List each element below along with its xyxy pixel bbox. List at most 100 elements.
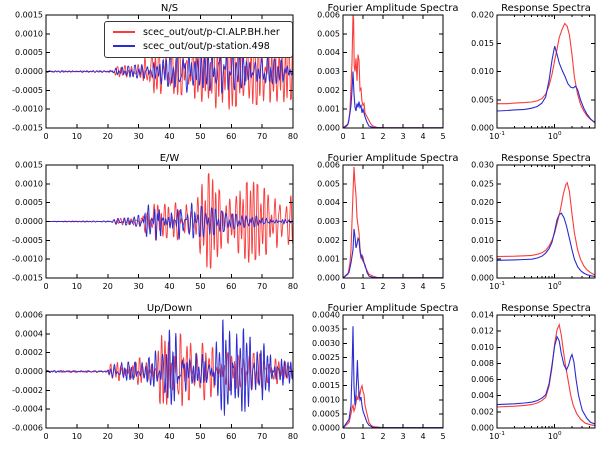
y-tick-label: 0.0015 [312,381,340,390]
y-tick-label: 0.006 [471,375,494,384]
y-tick-label: -0.0010 [12,255,43,264]
x-tick-label: 50 [195,432,205,441]
y-tick-label: -0.0015 [12,274,43,283]
x-tick-label: 4 [420,282,425,291]
x-tick-label: 0 [340,432,345,441]
y-tick-label: 0.000 [471,124,494,133]
y-axis-ticks [343,314,443,429]
x-tick-label: 10-1 [489,131,505,141]
y-axis-ticks [497,14,595,129]
y-tick-label: 0.0025 [312,353,340,362]
y-tick-label: 0.006 [317,11,340,20]
x-tick-label: 40 [164,282,174,291]
x-axis-ticks [342,315,444,428]
y-tick-label: 0.030 [471,161,494,170]
x-tick-label: 5 [440,132,445,141]
series-p-CI.ALP.BH.her-line [343,15,443,128]
y-tick-label: 0.005 [317,179,340,188]
y-tick-label: 0.0010 [15,179,43,188]
x-axis-ticks [496,165,590,278]
y-tick-label: 0.015 [471,39,494,48]
x-tick-label: 30 [134,132,144,141]
legend-entry-station: scec_out/out/p-station.498 [113,39,286,53]
y-tick-label: 0.0010 [15,29,43,38]
panel-ns-fourier: 0 1 2 3 4 5 0.000 0.001 0.002 0.003 0.004 0.005 0.00… [317,3,458,141]
y-tick-label: -0.0015 [12,124,43,133]
y-tick-label: 0.0020 [312,367,340,376]
panel-title: Fourier Amplitude Spectra [327,3,458,14]
series-p-CI.ALP.BH.her-line [46,34,293,110]
x-tick-label: 0 [340,282,345,291]
x-tick-label: 0 [340,132,345,141]
y-tick-label: 0.0004 [15,329,43,338]
legend-label-her: scec_out/out/p-CI.ALP.BH.her [143,26,280,38]
y-tick-label: 0.0000 [15,67,43,76]
y-tick-label: 0.000 [471,424,494,433]
y-tick-label: 0.0035 [312,325,340,334]
x-tick-label: 10-1 [489,281,505,291]
x-tick-label: 70 [257,282,267,291]
y-tick-label: 0.0000 [15,217,43,226]
panel-ud-waveform: 0 10 20 30 40 50 60 70 80 -0.0006 -0.0004 -0.0002 0.… [12,303,298,441]
y-tick-label: 0.000 [317,274,340,283]
y-tick-label: 0.005 [317,29,340,38]
y-tick-label: 0.000 [317,124,340,133]
x-tick-label: 20 [103,432,113,441]
y-tick-label: 0.0005 [312,409,340,418]
series-p-CI.ALP.BH.her-line [497,181,595,276]
y-axis-ticks [497,314,595,429]
panel-title: E/W [160,153,180,164]
x-tick-label: 1 [360,132,365,141]
x-tick-label: 30 [134,282,144,291]
panel-title: Response Spectra [501,153,591,164]
x-tick-label: 3 [400,432,405,441]
x-tick-label: 0 [43,282,48,291]
series-p-CI.ALP.BH.her-line [343,166,443,278]
x-axis-ticks [45,165,294,278]
panel-ns-response: 10-1 100 0.000 0.005 0.010 0.015 0.020 Response… [471,3,596,141]
x-axis-ticks [45,315,294,428]
x-tick-label: 70 [257,432,267,441]
x-tick-label: 70 [257,132,267,141]
x-tick-label: 4 [420,132,425,141]
x-tick-label: 30 [134,432,144,441]
x-tick-label: 3 [400,132,405,141]
series-p-station.498-line [46,202,293,241]
y-tick-label: 0.010 [471,236,494,245]
y-tick-label: 0.0015 [15,11,43,20]
y-tick-label: -0.0010 [12,105,43,114]
y-tick-label: 0.005 [471,95,494,104]
y-tick-label: 0.008 [471,359,494,368]
axes-frame [496,164,596,279]
axes-frame [342,14,444,129]
y-axis-ticks [46,314,293,429]
panel-ud-fourier: 0 1 2 3 4 5 0.0000 0.0005 0.0010 0.0015 0.0020 0.00… [312,303,459,441]
series-p-CI.ALP.BH.her-line [497,22,595,123]
x-tick-label: 5 [440,282,445,291]
legend-label-station: scec_out/out/p-station.498 [143,40,270,52]
x-tick-label: 0 [43,132,48,141]
series-p-station.498-line [497,45,595,124]
y-tick-label: 0.002 [317,236,340,245]
panel-ew-fourier: 0 1 2 3 4 5 0.000 0.001 0.002 0.003 0.004 0.005 0.00… [317,153,458,291]
y-tick-label: 0.004 [471,391,494,400]
panel-title: Response Spectra [501,303,591,314]
panel-title: Response Spectra [501,3,591,14]
series-p-station.498-line [343,326,443,428]
y-tick-label: -0.0006 [12,424,43,433]
y-tick-label: 0.020 [471,198,494,207]
panel-ew-waveform: 0 10 20 30 40 50 60 70 80 -0.0015 -0.0010 -0.0005 0.… [12,153,298,291]
x-tick-label: 100 [548,131,562,141]
y-tick-label: 0.001 [317,255,340,264]
y-tick-label: 0.025 [471,179,494,188]
x-tick-label: 100 [548,431,562,441]
legend-box: scec_out/out/p-CI.ALP.BH.her scec_out/ou… [104,21,293,58]
series-p-CI.ALP.BH.her-line [343,383,443,428]
series-p-station.498-line [343,71,443,128]
y-tick-label: 0.020 [471,11,494,20]
x-tick-label: 80 [288,432,298,441]
blue-line-swatch [113,45,135,47]
y-tick-label: 0.015 [471,217,494,226]
y-tick-label: -0.0004 [12,405,43,414]
